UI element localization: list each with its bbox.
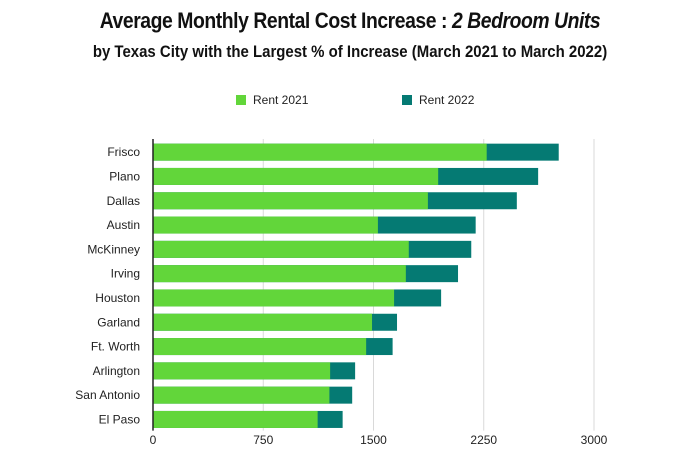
category-label: Houston <box>95 291 140 305</box>
category-label: Ft. Worth <box>91 340 140 354</box>
category-label: McKinney <box>87 242 140 256</box>
x-tick-label: 750 <box>253 433 273 447</box>
legend-swatch <box>236 95 246 105</box>
chart-subtitle: by Texas City with the Largest % of Incr… <box>92 42 608 61</box>
bar-rent-2021 <box>153 338 367 356</box>
bar-rent-2021 <box>153 167 439 185</box>
bar-rent-2021 <box>153 265 406 283</box>
legend-swatch <box>402 95 412 105</box>
bar-rent-2021 <box>153 240 409 258</box>
bar-rent-2021 <box>153 313 373 331</box>
x-tick-label: 3000 <box>581 433 608 447</box>
category-label: Garland <box>97 315 140 329</box>
bar-rent-2021 <box>153 192 428 210</box>
category-label: San Antonio <box>75 388 140 402</box>
title-emphasis: 2 Bedroom Units <box>451 8 601 33</box>
x-tick-label: 0 <box>150 433 157 447</box>
bar-rent-2021 <box>153 216 378 234</box>
chart-title: Average Monthly Rental Cost Increase : 2… <box>42 8 658 34</box>
bar-rent-2021 <box>153 289 395 307</box>
category-label: Arlington <box>93 364 140 378</box>
category-label: Dallas <box>107 194 140 208</box>
category-label: Frisco <box>107 145 140 159</box>
legend-label: Rent 2021 <box>253 93 309 107</box>
category-label: Austin <box>107 218 140 232</box>
bar-rent-2021 <box>153 143 487 161</box>
bar-rent-2021 <box>153 386 330 404</box>
bar-rent-2021 <box>153 410 318 428</box>
category-label: Plano <box>109 169 140 183</box>
x-tick-label: 1500 <box>360 433 387 447</box>
category-label: El Paso <box>99 412 141 426</box>
category-label: Irving <box>111 267 140 281</box>
x-tick-label: 2250 <box>470 433 497 447</box>
legend-label: Rent 2022 <box>419 93 475 107</box>
bar-rent-2021 <box>153 362 331 380</box>
title-text: Average Monthly Rental Cost Increase : <box>99 8 452 33</box>
